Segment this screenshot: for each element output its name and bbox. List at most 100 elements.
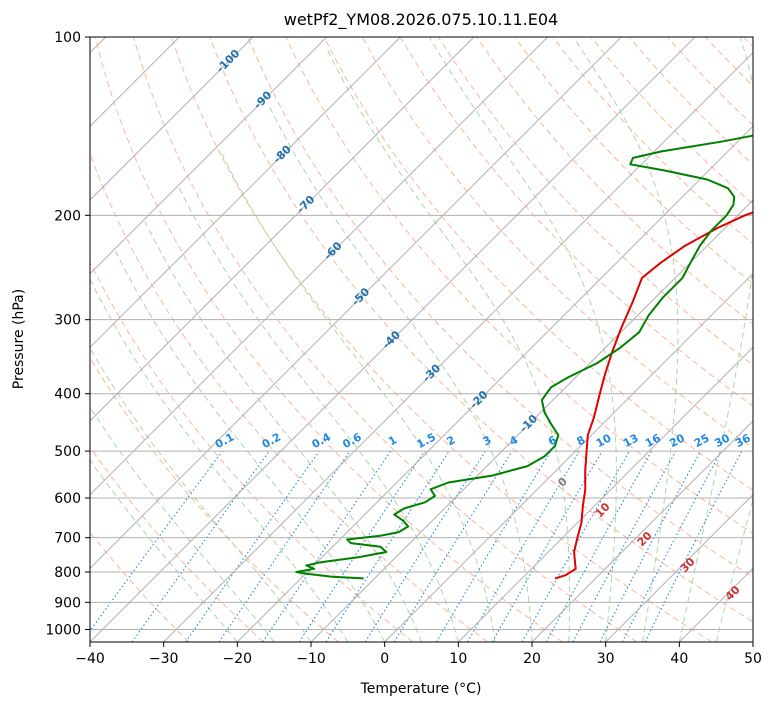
dry-adiabat (90, 531, 190, 642)
mixing-ratio-label: 0.1 (213, 430, 236, 451)
x-tick-label: 30 (597, 651, 615, 667)
mixing-ratio-label: 20 (667, 431, 687, 450)
mixing-ratio-line (185, 450, 320, 642)
moist-adiabat (428, 37, 617, 642)
dry-adiabat (285, 37, 753, 535)
y-tick-label: 200 (54, 208, 81, 224)
x-tick-label: 0 (380, 651, 389, 667)
dewpoint-line (295, 134, 753, 580)
mixing-ratio-label: 13 (621, 431, 641, 450)
mixing-ratio-label: 4 (507, 433, 520, 448)
moist-adiabat (267, 104, 533, 642)
x-tick-label: 10 (449, 651, 467, 667)
mixing-ratio-line (599, 450, 701, 642)
y-tick-label: 500 (54, 444, 81, 460)
series-lines (295, 134, 753, 580)
grid-lines (90, 37, 753, 642)
mixing-ratio-label: 0.2 (260, 430, 283, 451)
dry-adiabat (743, 37, 753, 48)
mixing-ratio-line (572, 450, 677, 642)
mixing-ratio-line (521, 450, 630, 642)
isotherm-line (678, 567, 753, 642)
dry-adiabat (90, 446, 264, 642)
moist-adiabat (90, 347, 312, 642)
dry-adiabat (666, 37, 753, 126)
moist-adiabat (572, 37, 679, 642)
x-tick-label: −20 (223, 651, 253, 667)
dry-adiabat (476, 37, 753, 325)
dry-adiabat (90, 356, 339, 642)
isotherm-line (90, 37, 622, 570)
dry-adiabat (590, 37, 753, 205)
y-tick-label: 600 (54, 491, 81, 507)
y-tick-label: 800 (54, 565, 81, 581)
dry-adiabat (552, 37, 753, 245)
mixing-ratio-line (325, 450, 450, 642)
y-tick-label: 700 (54, 531, 81, 547)
dry-adiabat (704, 37, 753, 87)
moist-adiabat (90, 278, 349, 642)
y-tick-label: 300 (54, 313, 81, 329)
y-tick-label: 400 (54, 387, 81, 403)
isotherm-line (90, 37, 254, 201)
mixing-ratio-line (435, 450, 552, 642)
dry-adiabat (247, 37, 753, 578)
temperature-line (554, 211, 753, 580)
moist-adiabat (715, 497, 753, 642)
isotherm-line (605, 493, 753, 642)
dry-adiabat (323, 37, 753, 491)
mixing-ratio-line (644, 450, 743, 642)
outer-arc (0, 37, 65, 642)
mixing-ratio-line (262, 450, 392, 642)
mixing-ratio-line (131, 450, 270, 642)
isotherm-line (752, 641, 753, 642)
moist-adiabat (144, 221, 422, 642)
dry-adiabat (171, 37, 712, 642)
isotherm-line (90, 37, 696, 642)
x-axis-title: Temperature (°C) (360, 681, 482, 697)
mixing-ratio-label: 1 (386, 433, 399, 448)
x-tick-label: −10 (296, 651, 326, 667)
chart-title: wetPf2_YM08.2026.075.10.11.E04 (284, 10, 558, 30)
mixing-ratio-label: 10 (594, 431, 614, 450)
x-tick-label: −30 (149, 651, 179, 667)
mixing-ratio-label: 3 (481, 433, 494, 448)
dry-adiabat (90, 260, 414, 642)
y-tick-label: 100 (54, 30, 81, 46)
moist-adiabat-label: 10 (593, 500, 613, 520)
isotherm-line (90, 37, 549, 496)
mixing-ratio-line (393, 450, 513, 642)
x-tick-label: 20 (523, 651, 541, 667)
moist-adiabat-label: 20 (635, 529, 655, 549)
x-tick-label: −40 (75, 651, 105, 667)
isotherm-line (310, 199, 753, 642)
mixing-ratio-label: 0.4 (310, 430, 334, 451)
x-axis: −40 −30 −20 −10 0 10 20 30 40 50 (75, 642, 762, 667)
moist-adiabat-label: 40 (723, 583, 743, 603)
isotherm-line (90, 37, 328, 275)
dry-adiabat (90, 152, 488, 642)
plot-frame (89, 36, 754, 643)
isotherm-line (90, 37, 475, 422)
isotherm-line (90, 37, 401, 349)
moist-adiabat (178, 187, 459, 642)
dry-adiabat (514, 37, 753, 285)
mixing-ratio-line (218, 450, 351, 642)
mixing-ratio-label: 36 (733, 431, 753, 450)
mixing-ratio-label: 1.5 (415, 430, 438, 451)
moist-adiabat (678, 37, 753, 642)
moist-adiabat (115, 251, 386, 642)
mixing-ratio-line (298, 450, 425, 642)
inside-labels: 0.1 0.2 0.4 0.6 1 1.5 2 3 4 6 8 10 13 16 20 25 30 36-100-… (213, 47, 753, 604)
y-tick-label: 1000 (45, 622, 81, 638)
isotherm-line (236, 125, 753, 642)
moist-adiabat (90, 459, 238, 642)
moist-adiabat (219, 149, 496, 642)
plot-area: 0.1 0.2 0.4 0.6 1 1.5 2 3 4 6 8 10 13 16 20 25 30 36-100-… (0, 37, 753, 642)
dry-adiabat (209, 37, 753, 623)
mixing-ratio-label: 25 (692, 431, 712, 450)
dry-adiabat (94, 37, 563, 642)
y-tick-label: 900 (54, 595, 81, 611)
isotherm-line (163, 51, 753, 642)
